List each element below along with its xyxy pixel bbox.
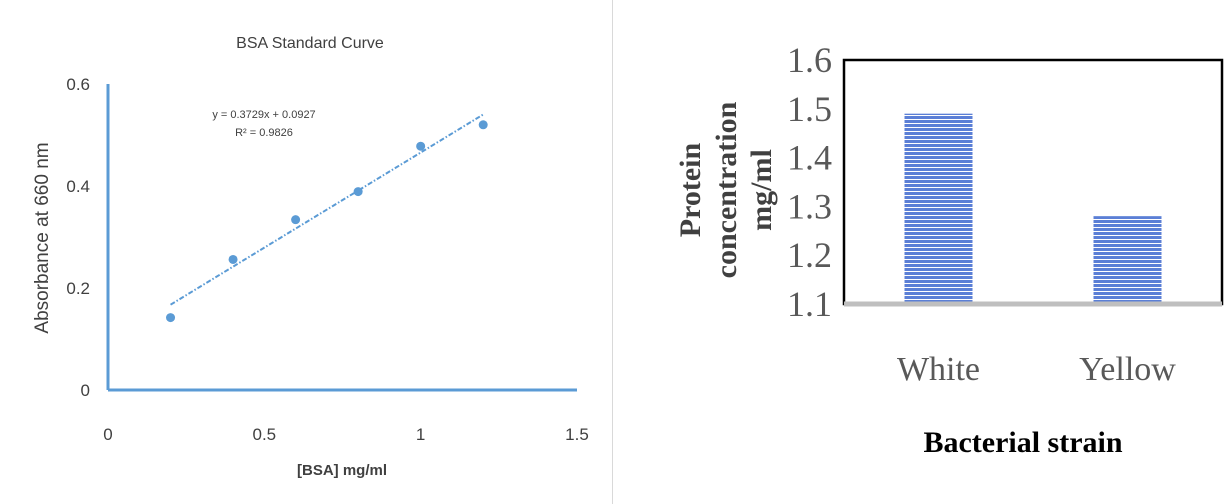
data-point — [478, 120, 488, 130]
y-axis-label-line: concentration — [710, 101, 743, 278]
y-tick-label: 1.3 — [787, 186, 832, 226]
x-tick-label: 0.5 — [253, 425, 277, 444]
y-tick-label: 0.6 — [66, 75, 90, 94]
trendline-equation: y = 0.3729x + 0.0927 — [212, 109, 315, 121]
data-point — [166, 313, 176, 323]
trendline — [170, 113, 484, 306]
y-axis-label: Absorbance at 660 nm — [32, 142, 53, 333]
y-tick-label: 0.2 — [66, 279, 90, 298]
protein-concentration-chart: Protein concentration mg/ml Bacterial stra… — [674, 40, 1224, 459]
protein-concentration-panel: Protein concentration mg/ml Bacterial stra… — [614, 0, 1230, 504]
data-point — [353, 187, 363, 197]
y-tick-label: 1.5 — [787, 89, 832, 129]
data-point — [416, 141, 426, 151]
y-tick-label: 1.4 — [787, 138, 832, 178]
y-tick-label: 1.1 — [787, 284, 832, 324]
x-tick-label: White — [897, 351, 980, 388]
bar-white — [904, 113, 973, 305]
y-tick-label: 0 — [81, 381, 90, 400]
bar-yellow — [1093, 216, 1162, 304]
x-axis-label: Bacterial strain — [923, 426, 1122, 459]
x-tick-label: 1 — [416, 425, 425, 444]
data-point — [228, 254, 238, 264]
y-tick-label: 1.2 — [787, 235, 832, 275]
plot-frame — [842, 58, 1224, 306]
x-tick-label: 0 — [103, 425, 112, 444]
y-tick-label: 1.6 — [787, 40, 832, 80]
y-axis-label-line: mg/ml — [745, 149, 778, 231]
chart-title: BSA Standard Curve — [236, 35, 384, 52]
bsa-standard-curve-panel: BSA Standard Curve Absorbance at 660 nm … — [0, 0, 613, 504]
x-tick-label: Yellow — [1079, 351, 1176, 388]
x-axis-label: [BSA] mg/ml — [297, 462, 387, 479]
y-axis-label: Protein concentration mg/ml — [674, 101, 778, 278]
bsa-standard-curve-chart: BSA Standard Curve Absorbance at 660 nm … — [32, 35, 589, 479]
x-tick-label: 1.5 — [565, 425, 589, 444]
trendline-r-squared: R² = 0.9826 — [235, 127, 293, 139]
y-axis-label-line: Protein — [674, 142, 707, 237]
data-point — [291, 215, 301, 225]
y-tick-label: 0.4 — [66, 177, 90, 196]
